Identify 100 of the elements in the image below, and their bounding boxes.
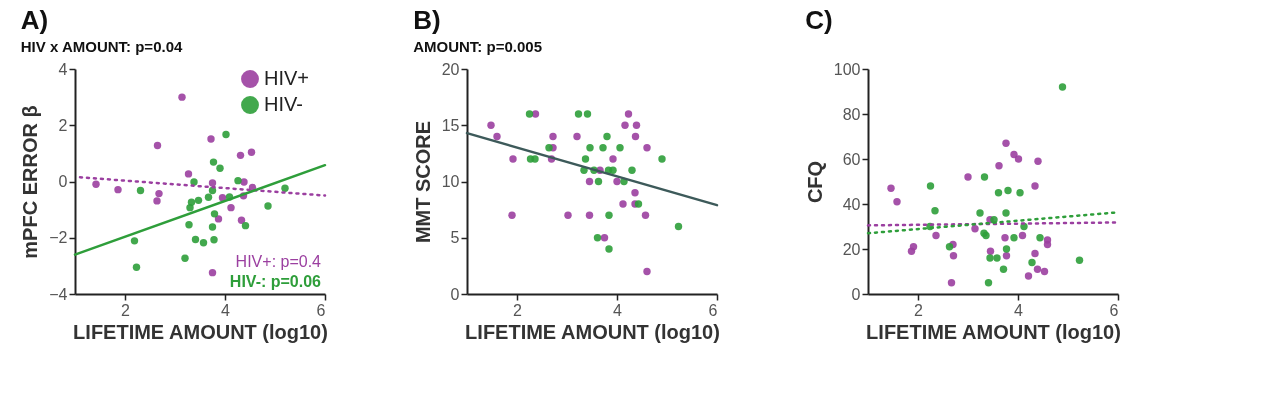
y-axis-title: MMT SCORE — [411, 120, 434, 244]
point — [132, 263, 141, 271]
point — [976, 209, 984, 217]
point — [583, 110, 592, 118]
point — [208, 186, 217, 195]
point — [945, 243, 954, 251]
y-tick-label: 15 — [441, 116, 460, 134]
x-tick-label: 4 — [221, 301, 231, 319]
x-tick-label: 2 — [513, 301, 523, 319]
point — [509, 155, 517, 163]
point — [218, 194, 227, 202]
point — [658, 155, 666, 163]
point — [1010, 234, 1018, 242]
point — [621, 121, 629, 129]
point — [216, 164, 224, 172]
point — [986, 254, 994, 262]
x-tick-label: 6 — [1109, 301, 1119, 319]
point — [609, 155, 617, 163]
point — [208, 179, 217, 187]
point — [207, 135, 215, 143]
point — [971, 225, 979, 233]
point — [631, 132, 640, 141]
y-tick-label: 40 — [842, 195, 861, 213]
point — [214, 215, 223, 223]
point — [1010, 150, 1018, 159]
point — [1043, 240, 1052, 249]
point — [594, 177, 603, 186]
y-tick-label: 60 — [842, 150, 861, 168]
y-tick-label: 100 — [833, 60, 861, 78]
point — [993, 254, 1001, 262]
x-tick-label: 4 — [1014, 301, 1024, 319]
point — [613, 177, 621, 186]
y-tick-label: 20 — [842, 240, 861, 258]
point — [1016, 189, 1024, 197]
point — [136, 186, 145, 195]
point — [114, 185, 122, 194]
chart-title: B) — [413, 5, 441, 35]
y-tick-label: 20 — [441, 60, 460, 78]
annotation: HIV-: p=0.06 — [229, 273, 322, 290]
y-axis-title: mPFC ERROR β — [19, 105, 42, 259]
point — [208, 223, 217, 231]
x-tick-label: 6 — [708, 301, 718, 319]
point — [616, 144, 624, 152]
y-tick-label: 2 — [58, 116, 68, 134]
point — [600, 234, 609, 242]
legend-label: HIV+ — [264, 67, 310, 89]
chart-subtitle: HIV x AMOUNT: p=0.04 — [20, 38, 183, 55]
point — [573, 132, 581, 141]
y-axis-title: CFQ — [803, 160, 826, 204]
point — [210, 236, 218, 244]
y-tick-label: 4 — [58, 60, 68, 78]
point — [181, 254, 189, 262]
point — [508, 211, 516, 219]
point — [949, 252, 958, 260]
point — [185, 221, 193, 229]
point — [1031, 182, 1039, 190]
point — [932, 231, 940, 240]
point — [210, 210, 219, 218]
point — [1024, 272, 1033, 280]
point — [926, 182, 935, 190]
x-tick-label: 2 — [914, 301, 924, 319]
y-tick-label: 0 — [58, 173, 68, 190]
point — [1002, 209, 1010, 217]
point — [1001, 234, 1009, 242]
y-tick-label: 0 — [851, 285, 861, 303]
point — [92, 180, 100, 189]
y-tick-label: 0 — [450, 285, 460, 303]
point — [194, 196, 203, 205]
point — [493, 132, 501, 141]
x-axis-title: LIFETIME AMOUNT (log10) — [73, 320, 328, 343]
point — [634, 200, 643, 208]
x-tick-label: 2 — [121, 301, 131, 319]
y-tick-label: 5 — [450, 229, 460, 247]
chart-title: A) — [20, 5, 49, 35]
point — [964, 173, 972, 181]
x-axis-title: LIFETIME AMOUNT (log10) — [866, 320, 1121, 343]
point — [531, 155, 539, 163]
point — [980, 173, 989, 181]
x-tick-label: 4 — [613, 301, 623, 319]
point — [999, 265, 1008, 273]
point — [1002, 252, 1011, 260]
point — [887, 184, 895, 192]
point — [1002, 245, 1011, 253]
point — [1033, 265, 1042, 273]
point — [247, 148, 256, 156]
point — [619, 200, 627, 208]
point — [1075, 256, 1084, 264]
point — [628, 166, 636, 174]
point — [155, 189, 163, 198]
point — [986, 247, 995, 255]
point — [241, 221, 250, 230]
point — [605, 245, 613, 253]
point — [178, 93, 186, 101]
point — [237, 216, 246, 225]
point — [605, 211, 613, 219]
point — [531, 110, 540, 118]
point — [208, 268, 217, 277]
point — [153, 141, 162, 150]
point — [593, 234, 602, 242]
point — [549, 132, 557, 141]
